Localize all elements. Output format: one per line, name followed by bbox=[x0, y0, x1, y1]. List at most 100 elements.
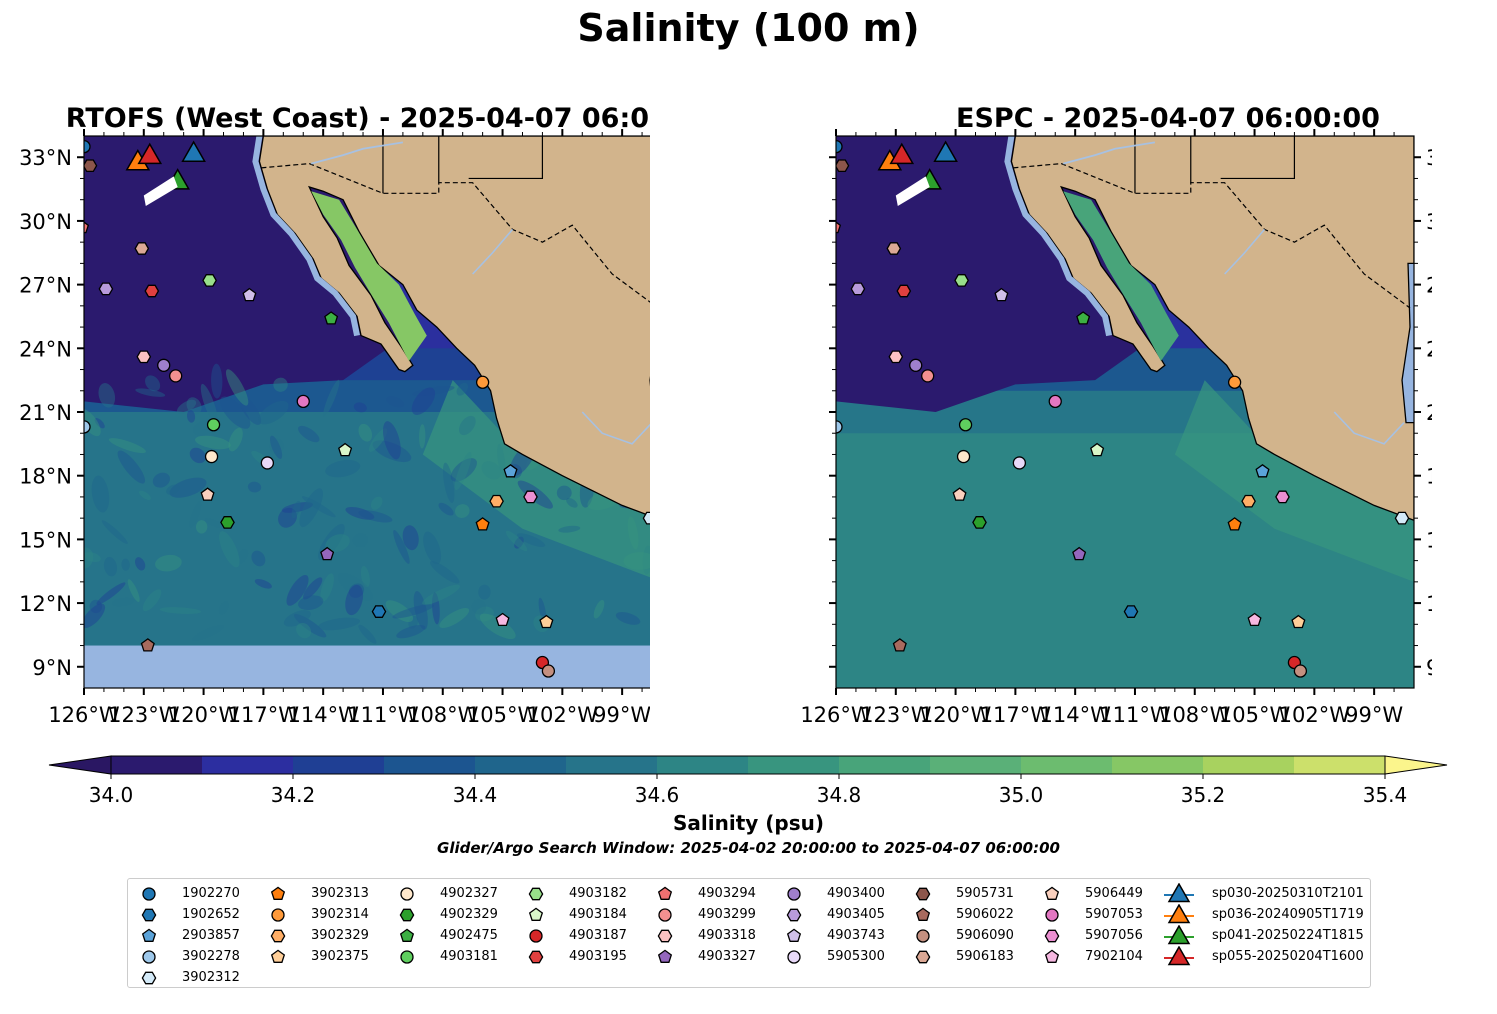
eddy bbox=[325, 459, 361, 478]
colorbar-under-extension bbox=[48, 755, 112, 775]
gulf-of-california bbox=[311, 191, 427, 362]
eddy bbox=[402, 525, 419, 551]
eddy bbox=[593, 599, 605, 619]
eddy bbox=[370, 496, 383, 510]
argo-float-5907053 bbox=[296, 394, 310, 409]
legend-marker-pentagon bbox=[1044, 949, 1060, 963]
lon-tick-label: 123°W bbox=[108, 703, 180, 727]
legend-marker-hexagon bbox=[657, 929, 673, 943]
eddy bbox=[200, 383, 218, 425]
argo-float-4902327 bbox=[204, 449, 219, 464]
legend-marker-hexagon bbox=[141, 971, 157, 985]
eddy bbox=[228, 427, 243, 452]
argo-float-4902329 bbox=[220, 516, 235, 529]
eddy bbox=[623, 552, 650, 570]
eddy bbox=[211, 363, 223, 399]
argo-float-5906183 bbox=[886, 242, 902, 255]
lat-tick-label: 12°N bbox=[19, 592, 72, 616]
legend-marker bbox=[271, 908, 285, 922]
eddy bbox=[323, 379, 340, 417]
river bbox=[472, 228, 514, 275]
river bbox=[1224, 228, 1266, 275]
argo-float-5907056 bbox=[523, 490, 538, 504]
eddy bbox=[111, 597, 135, 607]
colorbar-segment bbox=[1294, 756, 1386, 774]
eddy bbox=[269, 438, 285, 455]
legend-glider-marker bbox=[1164, 904, 1194, 924]
legend-marker-hexagon bbox=[141, 908, 157, 922]
eddy bbox=[408, 615, 419, 629]
glider-sp055-20250204T1600 bbox=[889, 142, 915, 165]
lat-tick-label: 18°N bbox=[1426, 465, 1432, 489]
legend-marker bbox=[142, 887, 156, 901]
legend-marker-hexagon bbox=[528, 950, 544, 964]
legend-label: 3902375 bbox=[311, 949, 369, 964]
argo-float-4902329 bbox=[972, 516, 987, 529]
colorbar-segment bbox=[111, 756, 203, 774]
eddy bbox=[121, 558, 130, 571]
argo-float-4902475 bbox=[1076, 311, 1091, 325]
eddy bbox=[159, 607, 202, 614]
eddy bbox=[352, 533, 369, 548]
eddy bbox=[320, 573, 334, 602]
eddy bbox=[94, 418, 105, 429]
eddy bbox=[358, 423, 373, 442]
eddy bbox=[296, 622, 312, 639]
legend-label: 5906022 bbox=[956, 907, 1014, 922]
legend-label: sp036-20240905T1719 bbox=[1212, 907, 1364, 922]
legend-label: 4903743 bbox=[827, 928, 885, 943]
eddy bbox=[298, 595, 324, 610]
legend-marker-circle bbox=[916, 929, 930, 943]
legend-glider-marker bbox=[1164, 925, 1194, 945]
river bbox=[1062, 141, 1156, 165]
legend-marker-circle bbox=[271, 908, 285, 922]
eddy bbox=[479, 613, 516, 640]
legend-marker bbox=[270, 929, 286, 943]
lat-tick-label: 30°N bbox=[1426, 210, 1432, 234]
colorbar-segment bbox=[839, 756, 931, 774]
coastal-shelf bbox=[252, 136, 360, 337]
argo-float-3902313 bbox=[475, 517, 490, 531]
eddy bbox=[218, 601, 230, 615]
colorbar-segment bbox=[202, 756, 294, 774]
eddy bbox=[235, 548, 249, 565]
legend-marker-circle bbox=[400, 950, 414, 964]
lon-tick-label: 105°W bbox=[1219, 703, 1291, 727]
colorbar-segment bbox=[293, 756, 385, 774]
eddy bbox=[283, 610, 311, 627]
legend-label: sp055-20250204T1600 bbox=[1212, 949, 1364, 964]
colorbar-tick-label: 35.4 bbox=[1363, 783, 1408, 807]
legend-marker bbox=[1044, 886, 1060, 900]
panel-title: RTOFS (West Coast) - 2025-04-07 06:00:00 bbox=[66, 103, 650, 134]
legend-label: 5906090 bbox=[956, 928, 1014, 943]
eddy bbox=[134, 557, 146, 571]
eddy bbox=[353, 402, 367, 413]
eddy bbox=[195, 520, 208, 534]
eddy bbox=[516, 533, 546, 548]
eddy bbox=[358, 624, 377, 644]
eddy bbox=[169, 477, 207, 498]
lon-tick-label: 102°W bbox=[527, 703, 599, 727]
legend-marker-circle bbox=[400, 887, 414, 901]
lat-tick-label: 33°N bbox=[19, 146, 72, 170]
legend-marker-pentagon bbox=[270, 886, 286, 900]
legend-marker bbox=[1044, 929, 1060, 943]
argo-float-3902375 bbox=[1291, 614, 1306, 629]
eddy bbox=[454, 451, 472, 491]
coastal-shelf bbox=[1004, 136, 1112, 337]
argo-float-3902313 bbox=[1227, 517, 1242, 531]
argo-float-4903182 bbox=[954, 274, 969, 287]
legend-marker-circle bbox=[529, 929, 543, 943]
colorbar-segment bbox=[1112, 756, 1204, 774]
legend-marker bbox=[915, 907, 931, 921]
colorbar: 34.0 34.2 34.4 34.6 34.8 35.0 35.2 35.4 bbox=[40, 748, 1460, 868]
legend-label: 4903294 bbox=[698, 886, 756, 901]
lon-tick-label: 108°W bbox=[1159, 703, 1231, 727]
colorbar-tick-label: 34.4 bbox=[453, 783, 498, 807]
legend-marker bbox=[399, 928, 415, 942]
eddy bbox=[627, 516, 639, 550]
legend-marker-pentagon bbox=[141, 928, 157, 942]
legend: 1902270 1902652 2903857 3902278 3902312 39023… bbox=[127, 878, 1371, 988]
legend-marker bbox=[400, 950, 414, 964]
river bbox=[581, 411, 650, 445]
